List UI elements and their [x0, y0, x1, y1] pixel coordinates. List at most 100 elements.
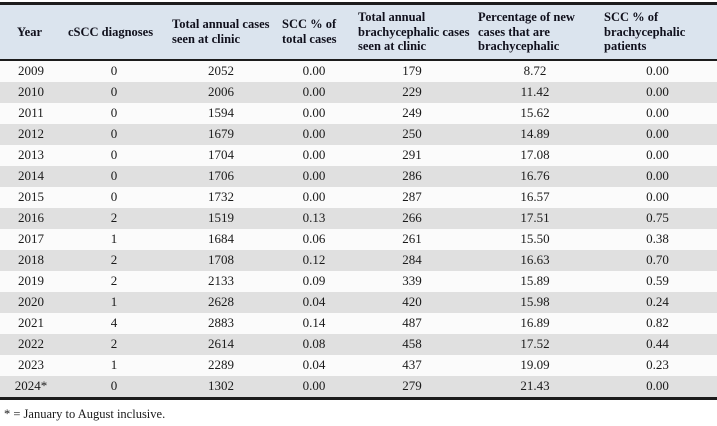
table-cell: 2015	[18, 189, 44, 204]
column-header-cscc-diagnoses: cSCC diagnoses	[62, 3, 166, 61]
table-cell: 2289	[208, 357, 234, 372]
table-cell: 0	[110, 378, 118, 393]
table-cell: 1708	[208, 252, 234, 267]
table-row: 2023 1 2289 0.04 437 19.09 0.23	[0, 354, 717, 376]
table-cell: 2133	[208, 273, 234, 288]
table-cell: 2614	[208, 336, 234, 351]
header-row: Year cSCC diagnoses Total annual cases s…	[0, 3, 717, 61]
table-cell: 0.23	[646, 357, 669, 372]
table-cell: 0.00	[646, 63, 669, 78]
table-cell: 1302	[208, 378, 234, 393]
table-cell: 0.24	[646, 294, 669, 309]
table-cell: 4	[110, 315, 118, 330]
table-cell: 11.42	[520, 84, 550, 99]
table-cell: 0.75	[646, 210, 669, 225]
table-cell: 15.89	[520, 273, 550, 288]
table-cell: 2018	[18, 252, 44, 267]
table-cell: 2016	[18, 210, 44, 225]
table-cell: 2	[110, 252, 118, 267]
table-cell: 286	[402, 168, 422, 183]
table-cell: 2021	[18, 315, 44, 330]
table-cell: 0.08	[302, 336, 326, 351]
table-cell: 0.00	[302, 63, 326, 78]
table-cell: 0.13	[302, 210, 326, 225]
table-row: 2024* 0 1302 0.00 279 21.43 0.00	[0, 375, 717, 398]
table-cell: 2011	[18, 105, 44, 120]
table-cell: 0.70	[646, 252, 669, 267]
table-cell: 287	[402, 189, 422, 204]
table-row: 2015 0 1732 0.00 287 16.57 0.00	[0, 186, 717, 208]
table-cell: 0.06	[302, 231, 326, 246]
table-cell: 1	[110, 294, 118, 309]
table-cell: 2012	[18, 126, 44, 141]
table-cell: 0.00	[646, 105, 669, 120]
table-cell: 1704	[208, 147, 234, 162]
table-cell: 2013	[18, 147, 44, 162]
table-cell: 0.82	[646, 315, 669, 330]
table-row: 2014 0 1706 0.00 286 16.76 0.00	[0, 165, 717, 187]
table-cell: 1679	[208, 126, 234, 141]
table-row: 2018 2 1708 0.12 284 16.63 0.70	[0, 249, 717, 271]
table-cell: 0.00	[302, 147, 326, 162]
table-cell: 0.00	[646, 378, 669, 393]
table-cell: 16.57	[520, 189, 550, 204]
table-body: 2009 0 2052 0.00 179 8.72 0.00 2010 0 2006 0.00 229…	[0, 59, 717, 398]
table-cell: 16.76	[520, 168, 550, 183]
table-cell: 2019	[18, 273, 44, 288]
table-cell: 0.00	[646, 168, 669, 183]
table-cell: 420	[402, 294, 422, 309]
table-cell: 0.12	[302, 252, 326, 267]
table-cell: 16.89	[520, 315, 550, 330]
table-header: Year cSCC diagnoses Total annual cases s…	[0, 3, 717, 61]
table-cell: 229	[402, 84, 422, 99]
table-row: 2012 0 1679 0.00 250 14.89 0.00	[0, 123, 717, 145]
table-cell: 0.00	[646, 84, 669, 99]
table-cell: 1732	[208, 189, 234, 204]
table-row: 2011 0 1594 0.00 249 15.62 0.00	[0, 102, 717, 124]
table-row: 2022 2 2614 0.08 458 17.52 0.44	[0, 333, 717, 355]
table-cell: 250	[402, 126, 422, 141]
table-cell: 2883	[208, 315, 234, 330]
table-cell: 0.00	[302, 105, 326, 120]
table-cell: 0	[110, 105, 118, 120]
table-cell: 0.00	[302, 378, 326, 393]
table-row: 2020 1 2628 0.04 420 15.98 0.24	[0, 291, 717, 313]
table-cell: 2006	[208, 84, 234, 99]
column-header-scc-pct-brachycephalic: SCC % of brachycephalic patients	[598, 3, 717, 61]
table-row: 2016 2 1519 0.13 266 17.51 0.75	[0, 207, 717, 229]
table-row: 2017 1 1684 0.06 261 15.50 0.38	[0, 228, 717, 250]
table-cell: 2010	[18, 84, 44, 99]
table-cell: 458	[402, 336, 422, 351]
table-cell: 2017	[18, 231, 44, 246]
table-cell: 0.44	[646, 336, 669, 351]
table-cell: 2022	[18, 336, 44, 351]
table-cell: 2	[110, 273, 118, 288]
table-cell: 2009	[18, 63, 44, 78]
column-header-year: Year	[0, 3, 62, 61]
table-cell: 339	[402, 273, 422, 288]
table-row: 2019 2 2133 0.09 339 15.89 0.59	[0, 270, 717, 292]
table-cell: 2	[110, 210, 118, 225]
table-cell: 279	[402, 378, 422, 393]
table-cell: 437	[402, 357, 422, 372]
table-cell: 0.09	[302, 273, 326, 288]
table-cell: 1684	[208, 231, 234, 246]
table-cell: 2	[110, 336, 118, 351]
table-cell: 2628	[208, 294, 234, 309]
table-cell: 291	[402, 147, 422, 162]
column-header-scc-pct-total: SCC % of total cases	[276, 3, 352, 61]
table-cell: 266	[402, 210, 422, 225]
table-cell: 14.89	[520, 126, 550, 141]
column-header-total-brachycephalic-cases: Total annual brachycephalic cases seen a…	[352, 3, 472, 61]
annual-cases-table: Year cSCC diagnoses Total annual cases s…	[0, 2, 717, 400]
table-cell: 1	[110, 357, 118, 372]
table-cell: 16.63	[520, 252, 550, 267]
table-cell: 0.00	[302, 84, 326, 99]
column-header-pct-new-brachycephalic: Percentage of new cases that are brachyc…	[472, 3, 598, 61]
table-cell: 0	[110, 147, 118, 162]
table-cell: 15.98	[520, 294, 550, 309]
table-cell: 15.62	[520, 105, 550, 120]
table-cell: 0.00	[302, 168, 326, 183]
